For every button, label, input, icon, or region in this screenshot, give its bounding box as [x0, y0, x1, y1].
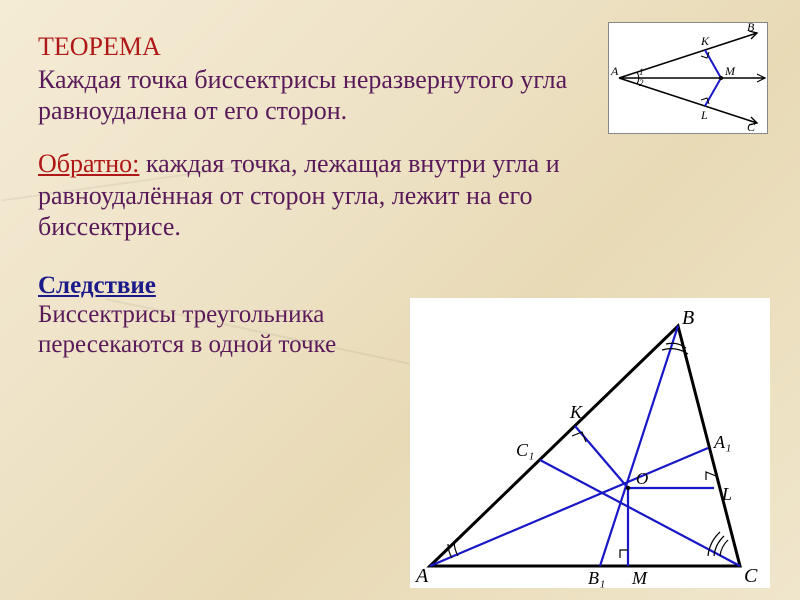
corollary-block: Следствие Биссектрисы треугольника перес… — [38, 272, 428, 360]
theorem-body: Каждая точка биссектрисы неразвернутого … — [38, 64, 598, 126]
label-C1: C₁ — [516, 440, 534, 460]
label-L: L — [700, 108, 708, 122]
label-A2: A — [414, 565, 429, 587]
angle-1: 1 — [639, 67, 644, 77]
label-A1: A₁ — [713, 432, 731, 452]
label-L2: L — [721, 484, 732, 504]
label-M2: M — [631, 568, 648, 588]
converse-label: Обратно: — [38, 149, 139, 178]
label-M: M — [724, 64, 736, 78]
label-A: A — [610, 64, 619, 78]
label-B: B — [747, 23, 755, 34]
triangle-bisectors-diagram: A B C A₁ B₁ C₁ O K L M — [410, 298, 770, 588]
corollary-body: Биссектрисы треугольника пересекаются в … — [38, 300, 428, 360]
angle-bisector-diagram: A B C M K L 1 2 — [608, 22, 768, 134]
corollary-title: Следствие — [38, 272, 428, 300]
label-B1: B₁ — [588, 568, 605, 588]
label-K: K — [700, 34, 710, 48]
label-C: C — [747, 120, 756, 133]
label-K2: K — [569, 402, 583, 422]
converse-statement: Обратно: каждая точка, лежащая внутри уг… — [38, 148, 658, 242]
label-C2: C — [744, 565, 758, 587]
label-B2: B — [682, 307, 694, 329]
label-O: O — [636, 469, 648, 488]
angle-2: 2 — [639, 78, 644, 88]
